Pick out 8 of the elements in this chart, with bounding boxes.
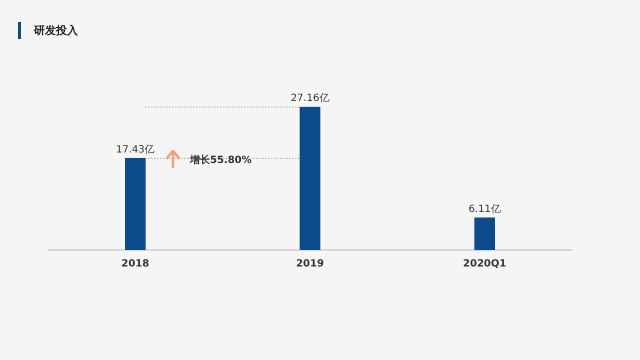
annotation: 增长55.80%	[189, 154, 252, 166]
x-tick-label: 2019	[296, 258, 324, 270]
chart-title: 研发投入	[34, 23, 78, 38]
data-label: 6.11亿	[468, 204, 501, 215]
x-tick-label: 2020Q1	[463, 258, 506, 270]
x-tick-label: 2018	[121, 258, 150, 270]
data-label: 27.16亿	[290, 93, 330, 104]
data-label: 17.43亿	[116, 144, 155, 156]
